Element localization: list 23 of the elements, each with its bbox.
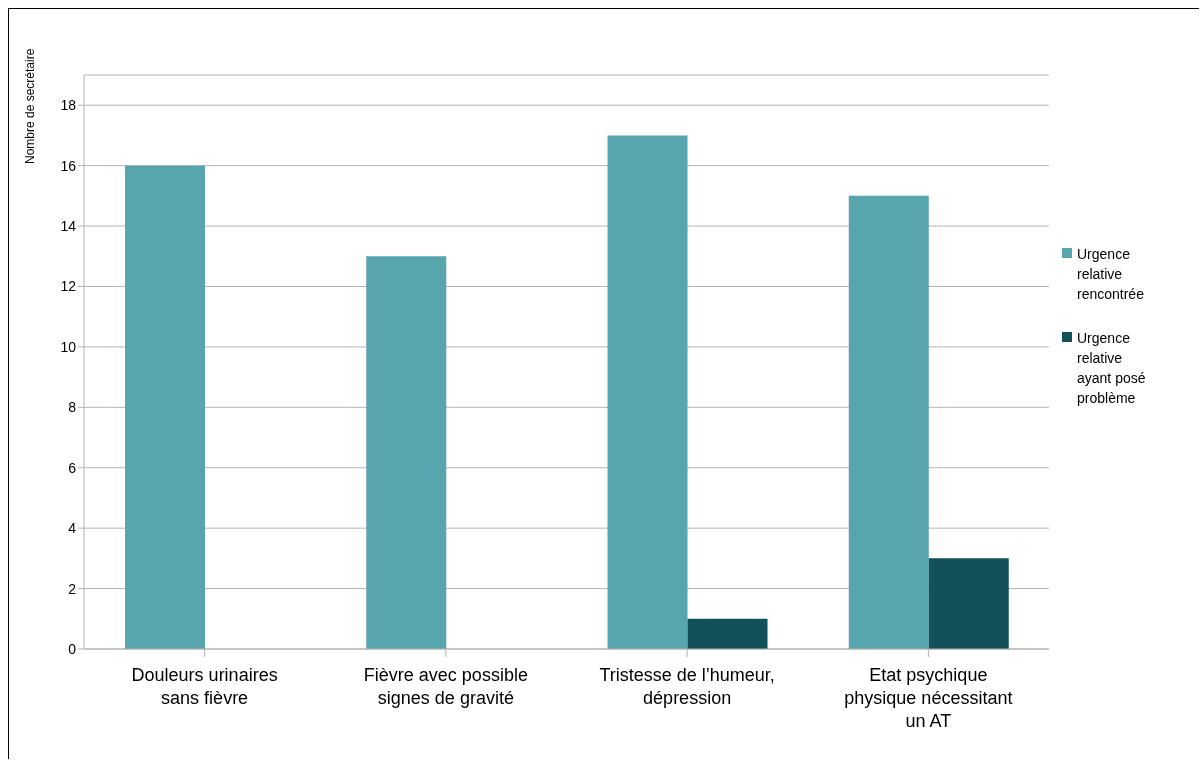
x-tick-label: Etat psychique physique nécessitant un AT	[844, 665, 1013, 731]
y-tick-label: 14	[60, 218, 77, 235]
y-tick-label: 16	[60, 157, 77, 174]
bar	[848, 195, 929, 649]
y-tick-label: 12	[60, 278, 77, 295]
y-tick-label: 4	[68, 520, 77, 537]
y-tick-label: 10	[60, 338, 77, 355]
x-tick-label: Douleurs urinaires sans fièvre	[131, 665, 278, 708]
y-tick-label: 2	[68, 580, 77, 597]
legend-label: Urgence relative rencontrée	[1077, 245, 1145, 304]
bar	[607, 135, 688, 649]
bar	[928, 558, 1009, 649]
x-tick-label: Tristesse de l’humeur, dépression	[599, 665, 775, 708]
y-tick-label: 6	[68, 459, 77, 476]
y-axis-title: Nombre de secrétaire	[23, 49, 37, 167]
x-tick-label: Fièvre avec possible signes de gravité	[363, 665, 528, 708]
bar	[687, 618, 768, 649]
y-tick-label: 18	[60, 97, 77, 114]
y-tick-label: 8	[68, 399, 77, 416]
y-tick-label: 0	[68, 640, 77, 657]
bar	[366, 256, 447, 649]
bar	[125, 165, 206, 649]
legend-label: Urgence relative ayant posé problème	[1077, 329, 1147, 408]
